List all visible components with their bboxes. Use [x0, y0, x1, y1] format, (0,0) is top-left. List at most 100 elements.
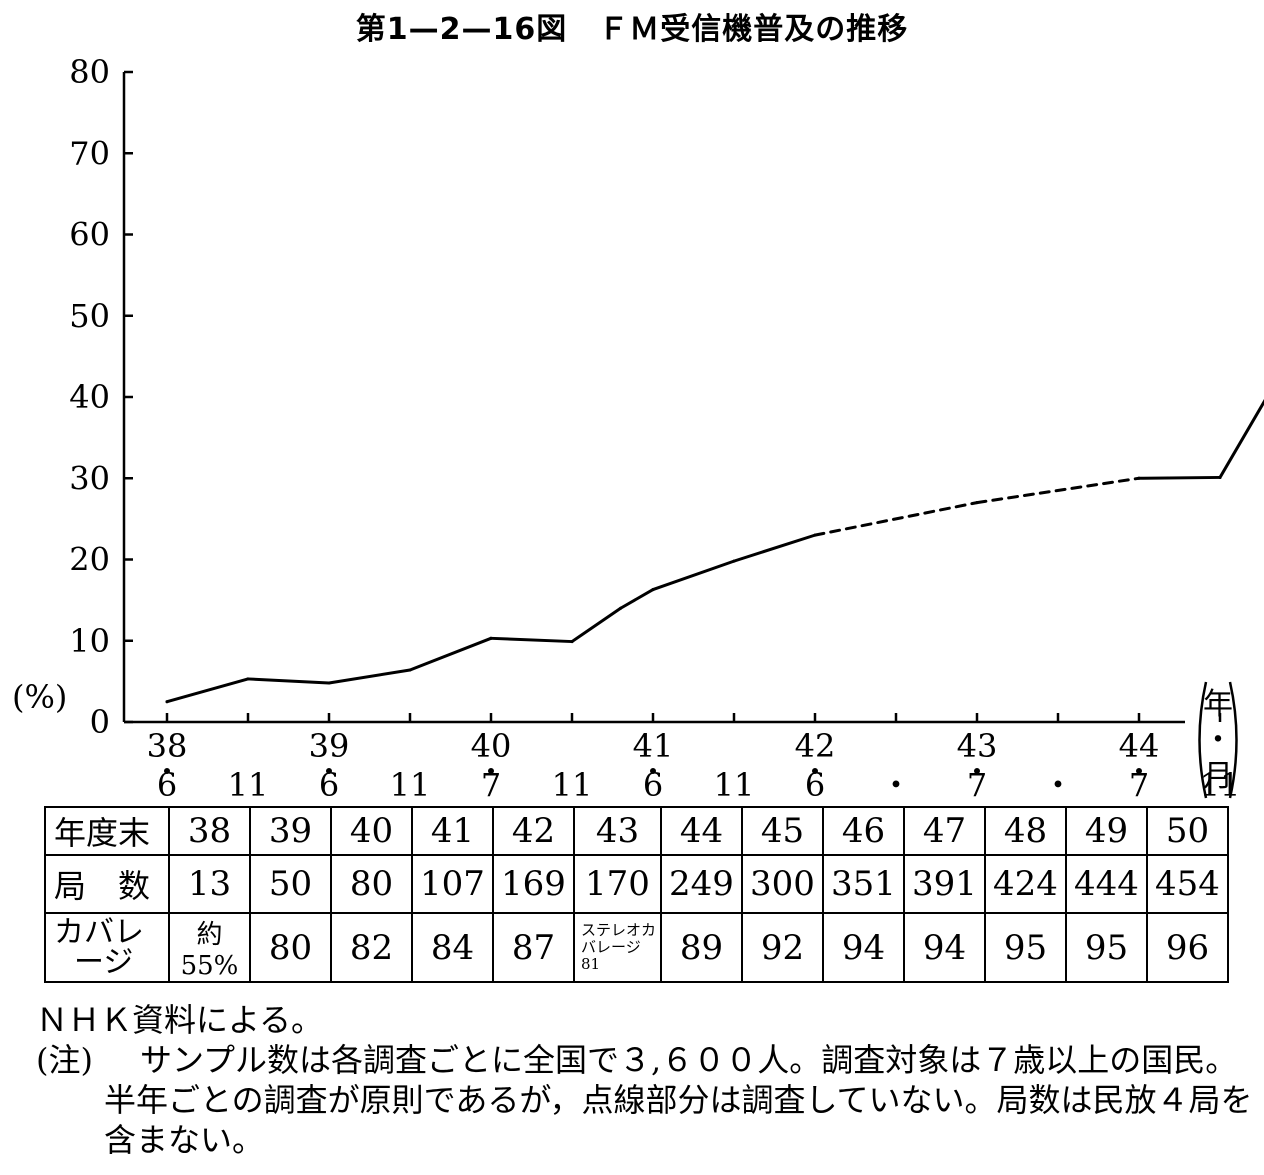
x-tick-year-label: 43 [957, 727, 998, 765]
data-point [619, 606, 623, 610]
table-cell: 351 [822, 854, 905, 914]
series-segment [408, 636, 493, 672]
table-cell-stereo: ステレオカバレージ 81 [573, 912, 662, 983]
table-cell: 80 [330, 854, 413, 914]
y-tick-label: 70 [69, 134, 110, 172]
x-tick-year-label: 40 [471, 727, 512, 765]
table-cell: 94 [822, 912, 905, 983]
table-cell: 38 [168, 806, 251, 856]
table-cell: 249 [660, 854, 743, 914]
table-cell: 89 [660, 912, 743, 983]
x-tick-dot [812, 768, 818, 774]
y-tick-label: 20 [69, 541, 110, 579]
coverage-label-line2: ージ [74, 944, 134, 980]
data-point [1137, 476, 1141, 480]
x-tick-year-label: 41 [633, 727, 674, 765]
y-tick-label: 40 [69, 378, 110, 416]
data-point [813, 533, 817, 537]
table-cell: 169 [492, 854, 575, 914]
table-row-stations: 局 数 13 50 80 107 169 170 249 300 351 391… [44, 854, 1229, 914]
table-cell: 41 [411, 806, 494, 856]
x-tick-month-label: 11 [390, 766, 431, 800]
series-segment [246, 677, 331, 685]
table-cell: 80 [249, 912, 332, 983]
x-axis-unit-label: ・ [1203, 723, 1233, 758]
x-tick-month-label: 6 [805, 766, 825, 800]
table-row-coverage: カバレ ージ 約55% 80 82 84 87 ステレオカバレージ 81 89 … [44, 912, 1229, 983]
x-tick-dot [164, 768, 170, 774]
x-tick-month-label: 11 [714, 766, 755, 800]
table-cell: 391 [903, 854, 986, 914]
data-point [1218, 475, 1222, 479]
table-cell: 82 [330, 912, 413, 983]
table-cell: 13 [168, 854, 251, 914]
table-cell: 48 [984, 806, 1067, 856]
table-header-stations: 局 数 [44, 854, 170, 914]
data-point [570, 640, 574, 644]
x-tick-month-label: 11 [228, 766, 269, 800]
x-axis-unit-label: 年 [1203, 687, 1233, 722]
source-note: ＮＨＫ資料による。 [36, 1001, 324, 1039]
table-cell: 44 [660, 806, 743, 856]
x-axis-unit-label: 月 [1203, 759, 1233, 794]
table-cell: 424 [984, 854, 1067, 914]
series-segment [165, 677, 250, 704]
x-unit-paren-right [1228, 681, 1238, 799]
data-table: 年度末 38 39 40 41 42 43 44 45 46 47 48 49 … [44, 806, 1229, 983]
x-tick-month-label: ・ [880, 766, 912, 800]
y-tick-label: 80 [69, 53, 110, 91]
table-header-coverage: カバレ ージ [44, 912, 170, 983]
y-tick-label: 60 [69, 216, 110, 254]
table-cell: 94 [903, 912, 986, 983]
x-tick-dot [1136, 768, 1142, 774]
table-cell: 444 [1065, 854, 1148, 914]
x-tick-month-label: ・ [1042, 766, 1074, 800]
x-tick-dot [974, 768, 980, 774]
table-cell: 107 [411, 854, 494, 914]
table-cell: 170 [573, 854, 662, 914]
series-segment [1218, 398, 1264, 479]
x-tick-month-label: 6 [643, 766, 663, 800]
y-tick-label: 50 [69, 297, 110, 335]
data-point [975, 501, 979, 505]
y-axis-label: (%) [12, 678, 67, 716]
chart-title: 第1—2—16図 ＦＭ受信機普及の推移 [355, 12, 909, 47]
series-segment [732, 533, 817, 563]
y-tick-label: 0 [90, 703, 110, 741]
data-point [732, 559, 736, 563]
x-tick-month-label: 11 [552, 766, 593, 800]
table-cell: 95 [984, 912, 1067, 983]
y-tick-label: 10 [69, 622, 110, 660]
x-tick-year-label: 42 [795, 727, 836, 765]
data-point [165, 700, 169, 704]
footnote-text: サンプル数は各調査ごとに全国で３,６００人。調査対象は７歳以上の国民。半年ごとの… [104, 1041, 1253, 1159]
data-point [489, 636, 493, 640]
table-cell: 47 [903, 806, 986, 856]
series-segment [327, 668, 412, 685]
table-cell: 96 [1146, 912, 1229, 983]
series-segment-dashed [813, 501, 979, 537]
table-cell: 300 [741, 854, 824, 914]
x-tick-year-label: 38 [147, 727, 188, 765]
table-cell: 約55% [168, 912, 251, 983]
x-tick-month-label: 6 [319, 766, 339, 800]
x-tick-month-label: 7 [481, 766, 501, 800]
table-cell: 454 [1146, 854, 1229, 914]
series-segment [619, 588, 655, 610]
series-segment [489, 636, 574, 644]
table-cell: 39 [249, 806, 332, 856]
table-cell: 49 [1065, 806, 1148, 856]
series-segment-dashed [975, 476, 1141, 505]
x-tick-dot [326, 768, 332, 774]
table-cell: 84 [411, 912, 494, 983]
table-cell: 50 [1146, 806, 1229, 856]
table-cell: 40 [330, 806, 413, 856]
x-tick-month-label: 7 [1129, 766, 1149, 800]
table-cell: 95 [1065, 912, 1148, 983]
x-tick-month-label: 6 [157, 766, 177, 800]
data-point [246, 677, 250, 681]
table-cell: 45 [741, 806, 824, 856]
table-cell: 46 [822, 806, 905, 856]
x-tick-dot [488, 768, 494, 774]
